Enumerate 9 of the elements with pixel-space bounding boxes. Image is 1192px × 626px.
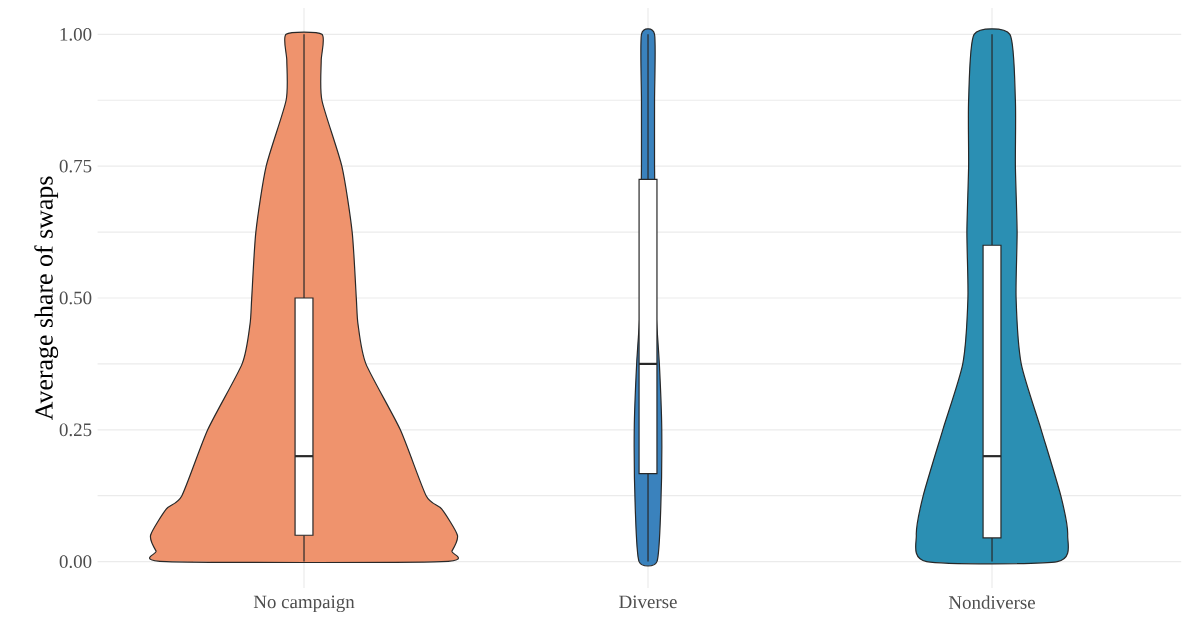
y-tick-label: 1.00 bbox=[60, 27, 92, 41]
x-tick-label: Nondiverse bbox=[948, 595, 1035, 609]
x-tick-label: Diverse bbox=[619, 595, 677, 609]
y-tick-label: 0.25 bbox=[59, 423, 92, 437]
x-tick-label: No campaign bbox=[253, 595, 355, 613]
y-tick-label: 0.75 bbox=[59, 159, 92, 173]
y-axis-title: Average share of swaps bbox=[34, 176, 59, 421]
y-tick-label: 0.00 bbox=[59, 555, 92, 569]
y-tick-label: 0.50 bbox=[59, 291, 92, 305]
